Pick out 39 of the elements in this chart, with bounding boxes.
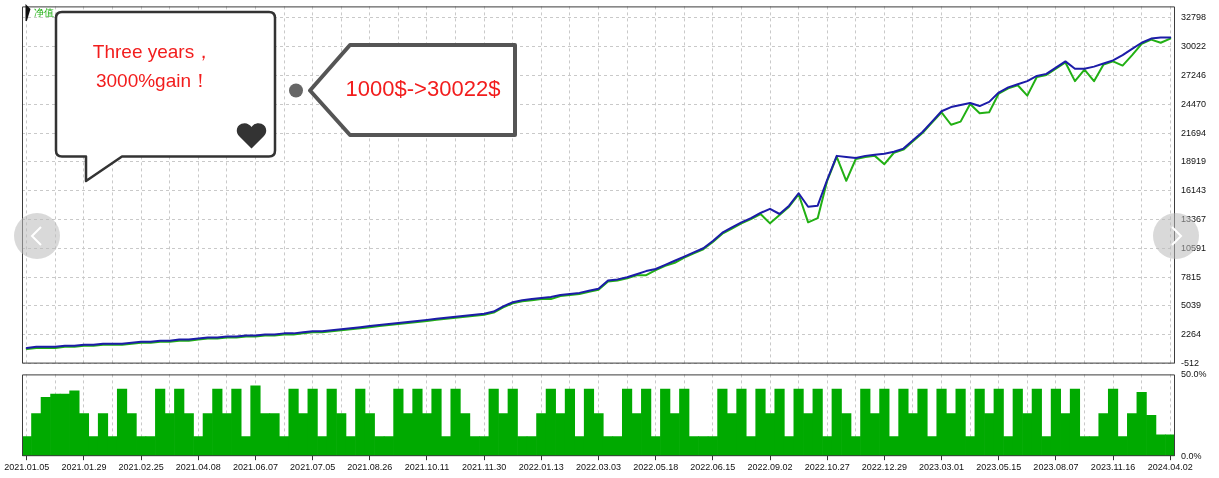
x-tick-label: 2023.08.07 bbox=[1033, 462, 1079, 473]
y-tick-label: 5039 bbox=[1181, 300, 1202, 311]
x-tick-label: 2022.12.29 bbox=[861, 462, 907, 473]
x-tick-label: 2022.01.13 bbox=[518, 462, 564, 473]
y-tick-label: 27246 bbox=[1181, 69, 1207, 80]
y-tick-label: 18919 bbox=[1181, 156, 1207, 167]
x-tick-label: 2022.03.03 bbox=[575, 462, 622, 473]
y-tick-label: 2264 bbox=[1181, 329, 1202, 340]
y-tick-label: 7815 bbox=[1181, 271, 1202, 282]
x-tick-label: 2022.10.27 bbox=[804, 462, 850, 473]
x-tick-label: 2021.01.29 bbox=[61, 462, 107, 473]
y-tick-label: 13367 bbox=[1181, 214, 1207, 225]
y-tick-label: 30022 bbox=[1181, 41, 1207, 52]
y-tick-label: 0.0% bbox=[1181, 450, 1202, 461]
x-tick-label: 2021.01.05 bbox=[4, 462, 50, 473]
x-tick-label: 2022.06.15 bbox=[690, 462, 736, 473]
x-tick-label: 2021.02.25 bbox=[118, 462, 164, 473]
y-tick-label: 50.0% bbox=[1181, 368, 1207, 379]
x-tick-label: 2021.07.05 bbox=[290, 462, 336, 473]
x-tick-label: 2022.09.02 bbox=[747, 462, 793, 473]
y-tick-label: 21694 bbox=[1181, 127, 1207, 138]
y-tick-label: 10591 bbox=[1181, 242, 1207, 253]
x-tick-label: 2023.05.15 bbox=[976, 462, 1022, 473]
annotation: 1000$->30022$ bbox=[344, 75, 502, 103]
y-tick-label: 24470 bbox=[1181, 98, 1207, 109]
y-tick-label: 32798 bbox=[1181, 12, 1207, 23]
x-tick-label: 2023.11.16 bbox=[1090, 462, 1136, 473]
x-tick-label: 2021.11.30 bbox=[461, 462, 507, 473]
x-tick-label: 2024.04.02 bbox=[1147, 462, 1193, 473]
x-tick-label: 2021.08.26 bbox=[347, 462, 393, 473]
x-tick-label: 2021.06.07 bbox=[232, 462, 278, 473]
annotation: Three years， 3000%gain！ bbox=[91, 40, 215, 93]
x-tick-label: 2021.10.11 bbox=[404, 462, 450, 473]
y-tick-label: 16143 bbox=[1181, 185, 1207, 196]
x-tick-label: 2022.05.18 bbox=[633, 462, 679, 473]
x-tick-label: 2023.03.01 bbox=[919, 462, 965, 473]
y-tick-label: -512 bbox=[1181, 358, 1200, 369]
x-tick-label: 2021.04.08 bbox=[175, 462, 221, 473]
text: 净值 bbox=[34, 6, 54, 18]
